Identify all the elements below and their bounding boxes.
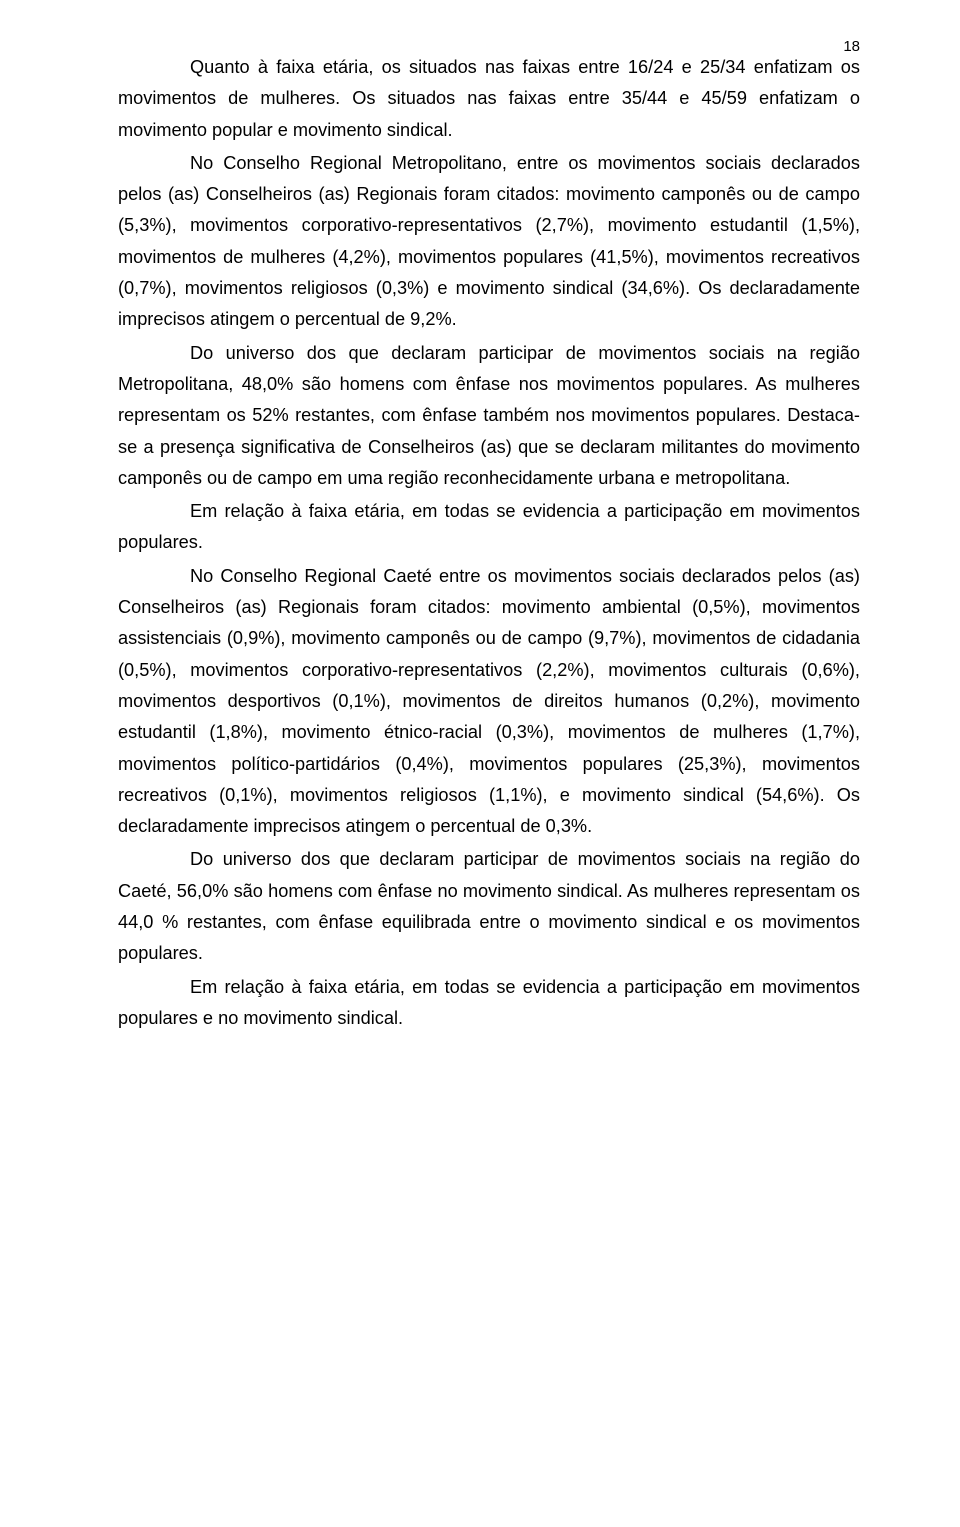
- body-paragraph: Do universo dos que declaram participar …: [118, 338, 860, 494]
- body-paragraph: No Conselho Regional Caeté entre os movi…: [118, 561, 860, 843]
- body-paragraph: Em relação à faixa etária, em todas se e…: [118, 496, 860, 559]
- page-number: 18: [843, 38, 860, 55]
- body-paragraph: Em relação à faixa etária, em todas se e…: [118, 972, 860, 1035]
- body-paragraph: No Conselho Regional Metropolitano, entr…: [118, 148, 860, 336]
- document-page: 18 Quanto à faixa etária, os situados na…: [0, 0, 960, 1527]
- body-paragraph: Do universo dos que declaram participar …: [118, 844, 860, 969]
- body-paragraph: Quanto à faixa etária, os situados nas f…: [118, 52, 860, 146]
